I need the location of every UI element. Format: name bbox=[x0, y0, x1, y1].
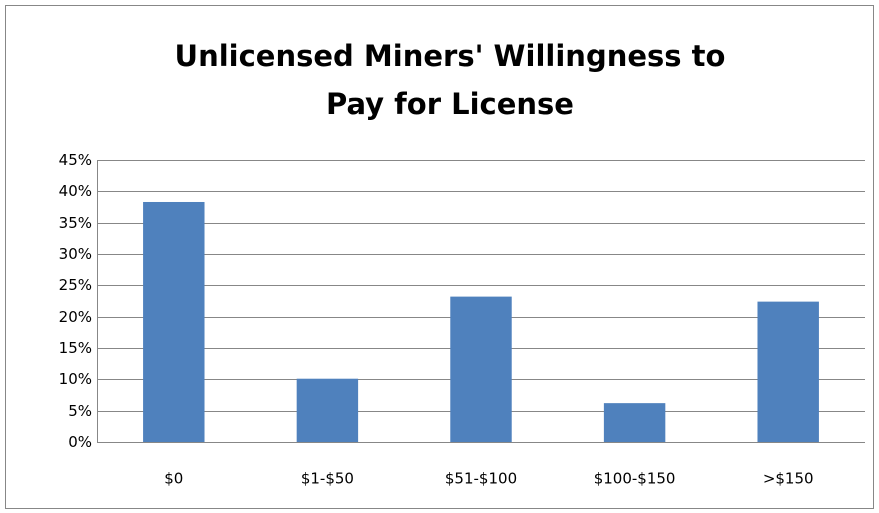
chart-title: Unlicensed Miners' Willingness to bbox=[175, 39, 726, 73]
x-tick-label: >$150 bbox=[763, 470, 814, 488]
y-tick-label: 45% bbox=[59, 151, 92, 169]
y-tick-label: 10% bbox=[59, 370, 92, 388]
x-tick-label: $1-$50 bbox=[301, 470, 354, 488]
y-tick-label: 40% bbox=[59, 182, 92, 200]
bar bbox=[450, 296, 512, 442]
chart-title: Pay for License bbox=[326, 87, 574, 121]
y-tick-label: 35% bbox=[59, 214, 92, 232]
y-tick-label: 0% bbox=[68, 433, 92, 451]
x-tick-label: $0 bbox=[164, 470, 183, 488]
x-tick-label: $51-$100 bbox=[445, 470, 517, 488]
bar bbox=[296, 378, 359, 442]
y-tick-label: 30% bbox=[59, 245, 92, 263]
y-tick-label: 20% bbox=[59, 308, 92, 326]
y-tick-label: 15% bbox=[59, 339, 92, 357]
bar bbox=[757, 301, 819, 442]
x-tick-label: $100-$150 bbox=[594, 470, 676, 488]
bar bbox=[603, 403, 666, 442]
y-tick-label: 5% bbox=[68, 402, 92, 420]
chart-border bbox=[5, 5, 874, 509]
y-tick-label: 25% bbox=[59, 276, 92, 294]
bar bbox=[143, 201, 205, 442]
